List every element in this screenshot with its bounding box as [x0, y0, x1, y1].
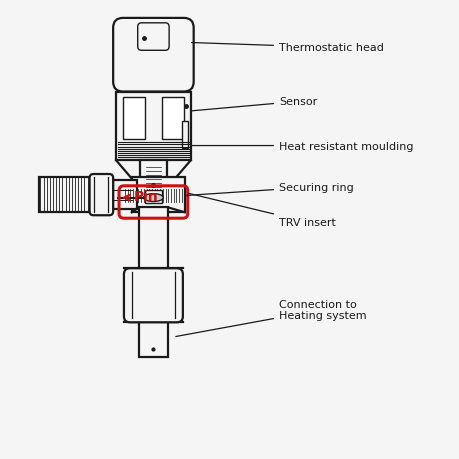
Bar — [39, 178, 90, 213]
Ellipse shape — [143, 194, 163, 202]
Text: Thermostatic head: Thermostatic head — [191, 43, 383, 53]
Bar — [144, 190, 162, 204]
FancyBboxPatch shape — [137, 24, 169, 51]
Bar — [113, 180, 136, 210]
Bar — [138, 208, 168, 269]
Bar — [138, 323, 168, 357]
Text: Pin: Pin — [134, 189, 158, 203]
Bar — [123, 98, 144, 140]
Text: Connection to
Heating system: Connection to Heating system — [175, 299, 366, 337]
Text: Heat resistant moulding: Heat resistant moulding — [190, 141, 413, 151]
Bar — [162, 98, 184, 140]
Bar — [181, 122, 187, 149]
Text: Sensor: Sensor — [190, 97, 317, 112]
Text: TRV insert: TRV insert — [188, 194, 335, 228]
FancyBboxPatch shape — [123, 269, 183, 323]
FancyBboxPatch shape — [113, 19, 193, 92]
Bar — [116, 92, 190, 161]
Text: Securing ring: Securing ring — [186, 182, 353, 196]
Bar — [132, 178, 185, 213]
Bar — [123, 188, 184, 204]
Bar — [140, 161, 167, 188]
FancyBboxPatch shape — [90, 174, 113, 216]
